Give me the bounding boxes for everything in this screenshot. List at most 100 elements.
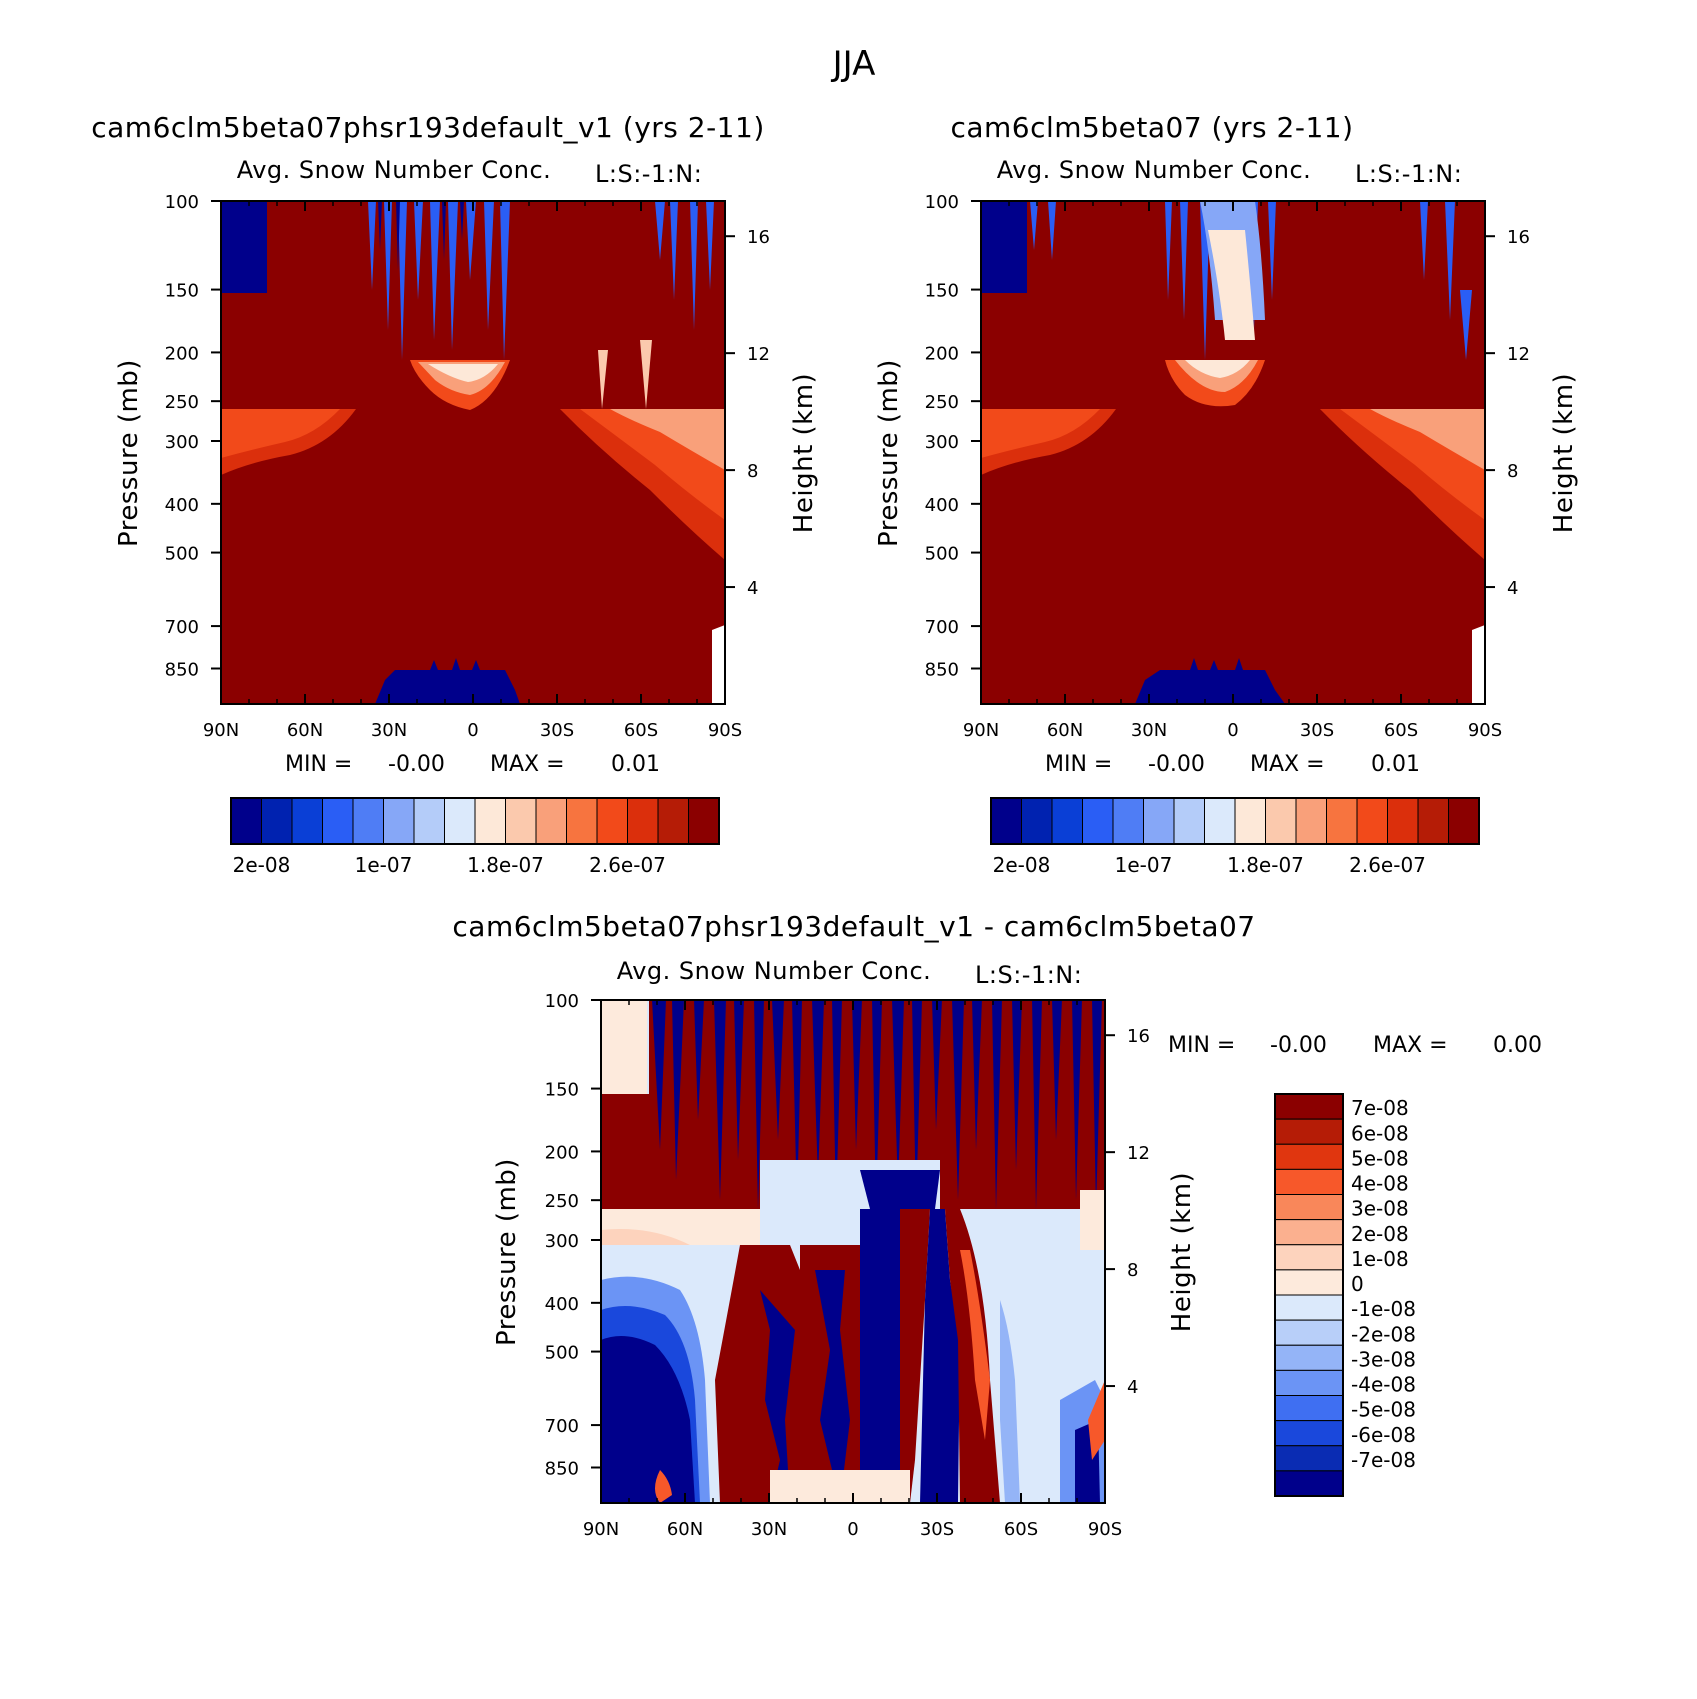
panel-control-y-tick-label: 850 [925, 659, 959, 680]
panel-test-y-right-axis-label: Height (km) [789, 373, 819, 533]
panel-control-colorbar: 2e-08 1e-07 1.8e-07 2.6e-07 [990, 797, 1480, 877]
panel-test-colorbar-swatch [444, 797, 476, 845]
panel-test-colorbar-swatch [352, 797, 384, 845]
panel-test-max-value: 0.01 [611, 752, 660, 777]
panel-diff-y-right-tick-label: 12 [1127, 1143, 1150, 1164]
panel-test-colorbar-swatch [230, 797, 262, 845]
panel-control-y-tick-label: 250 [925, 392, 959, 413]
panel-control-colorbar-label: 2e-08 [993, 853, 1051, 877]
panel-diff-colorbar-label: -3e-08 [1351, 1347, 1416, 1371]
panel-diff-y-tick-label: 100 [545, 991, 579, 1012]
panel-diff-colorbar-swatch [1274, 1420, 1344, 1447]
panel-diff-y-tick-label: 500 [545, 1343, 579, 1364]
panel-control: cam6clm5beta07 (yrs 2-11) Avg. Snow Numb… [874, 111, 1579, 877]
panel-diff-variable-title: Avg. Snow Number Conc. [617, 957, 932, 985]
panel-test-colorbar-swatch [535, 797, 567, 845]
panel-control-case-title: cam6clm5beta07 (yrs 2-11) [950, 111, 1353, 144]
panel-control-colorbar-swatch [1417, 797, 1449, 845]
panel-test-y-tick-label: 700 [165, 617, 199, 638]
panel-test-colorbar: 2e-08 1e-07 1.8e-07 2.6e-07 [230, 797, 720, 877]
panel-diff-colorbar-swatch [1274, 1143, 1344, 1170]
panel-control-y-tick-label: 500 [925, 544, 959, 565]
panel-control-y-tick-label: 100 [925, 192, 959, 213]
panel-test-y-tick-label: 300 [165, 432, 199, 453]
panel-control-colorbar-swatch [1326, 797, 1358, 845]
panel-diff-colorbar-label: 4e-08 [1351, 1172, 1409, 1196]
panel-test-colorbar-swatch [261, 797, 293, 845]
panel-test-x-tick-label: 0 [467, 720, 478, 741]
panel-test-max-label: MAX = [490, 752, 565, 777]
panel-diff-colorbar-swatch [1274, 1319, 1344, 1346]
panel-diff-colorbar-swatch [1274, 1470, 1344, 1497]
panel-control-min-label: MIN = [1045, 752, 1112, 777]
panel-test-colorbar-label: 1e-07 [355, 853, 413, 877]
panel-control-colorbar-swatch [1173, 797, 1205, 845]
panel-control-max-label: MAX = [1250, 752, 1325, 777]
panel-control-variable-title: Avg. Snow Number Conc. [997, 156, 1312, 184]
panel-diff-min-label: MIN = [1168, 1033, 1235, 1058]
panel-control-colorbar-swatch [1112, 797, 1144, 845]
panel-test-x-tick-label: 90S [708, 720, 742, 741]
panel-diff-contour-field [601, 1000, 1105, 1503]
panel-diff-colorbar-label: 5e-08 [1351, 1146, 1409, 1170]
panel-diff-colorbar: 7e-086e-085e-084e-083e-082e-081e-080-1e-… [1274, 1093, 1416, 1497]
panel-diff-colorbar-swatch [1274, 1118, 1344, 1145]
panel-test-variable-title: Avg. Snow Number Conc. [237, 156, 552, 184]
panel-control-colorbar-swatch [1021, 797, 1053, 845]
panel-diff-colorbar-label: -6e-08 [1351, 1423, 1416, 1447]
panel-test-contour-field [221, 201, 725, 704]
panel-diff-colorbar-swatch [1274, 1344, 1344, 1371]
panel-test-right-string: L:S:-1:N: [595, 160, 702, 188]
panel-control-y-right-tick-label: 16 [1507, 227, 1530, 248]
panel-test-colorbar-label: 2.6e-07 [589, 853, 666, 877]
panel-control-y-tick-label: 400 [925, 495, 959, 516]
panel-test-colorbar-swatch [657, 797, 689, 845]
panel-diff-colorbar-swatch [1274, 1294, 1344, 1321]
panel-test-x-tick-label: 60N [287, 720, 323, 741]
panel-test-colorbar-swatch [383, 797, 415, 845]
panel-diff-x-tick-label: 0 [847, 1519, 858, 1540]
panel-test-x-tick-label: 60S [624, 720, 658, 741]
panel-diff-x-tick-label: 60N [667, 1519, 703, 1540]
panel-test-y-right-tick-label: 4 [747, 578, 758, 599]
panel-diff-y-axis-label: Pressure (mb) [492, 1158, 522, 1346]
panel-test-colorbar-swatch [596, 797, 628, 845]
panel-test-colorbar-swatch [413, 797, 445, 845]
panel-test-colorbar-swatch [566, 797, 598, 845]
panel-diff-colorbar-swatch [1274, 1219, 1344, 1246]
panel-control-y-right-tick-label: 8 [1507, 461, 1518, 482]
panel-control-x-tick-label: 60N [1047, 720, 1083, 741]
panel-control-y-right-tick-label: 4 [1507, 578, 1518, 599]
panel-test-y-tick-label: 500 [165, 544, 199, 565]
panel-diff-y-right-tick-label: 8 [1127, 1260, 1138, 1281]
panel-test-colorbar-frame [230, 797, 720, 845]
panel-test-y-axis-label: Pressure (mb) [114, 359, 144, 547]
panel-test-colorbar-swatch [627, 797, 659, 845]
panel-diff-y-tick-label: 150 [545, 1080, 579, 1101]
panel-diff-colorbar-frame [1274, 1093, 1344, 1497]
panel-diff-x-tick-label: 30N [751, 1519, 787, 1540]
panel-control-colorbar-swatch [1234, 797, 1266, 845]
panel-diff-y-tick-label: 400 [545, 1294, 579, 1315]
panel-control-max-value: 0.01 [1371, 752, 1420, 777]
panel-test-colorbar-label: 1.8e-07 [467, 853, 544, 877]
panel-test-y-right-tick-label: 12 [747, 344, 770, 365]
panel-diff-colorbar-label: -1e-08 [1351, 1297, 1416, 1321]
panel-diff-colorbar-swatch [1274, 1168, 1344, 1195]
panel-test-colorbar-swatch [474, 797, 506, 845]
panel-control-colorbar-swatch [1265, 797, 1297, 845]
panel-test: cam6clm5beta07phsr193default_v1 (yrs 2-1… [91, 111, 819, 877]
panel-diff-colorbar-label: -4e-08 [1351, 1373, 1416, 1397]
panel-test-min-value: -0.00 [388, 752, 445, 777]
panel-test-min-label: MIN = [285, 752, 352, 777]
panel-test-colorbar-swatch [291, 797, 323, 845]
panel-test-colorbar-label: 2e-08 [233, 853, 291, 877]
panel-diff-colorbar-label: 6e-08 [1351, 1121, 1409, 1145]
panel-diff-max-value: 0.00 [1493, 1033, 1542, 1058]
panel-control-colorbar-swatch [990, 797, 1022, 845]
panel-diff-colorbar-label: 1e-08 [1351, 1247, 1409, 1271]
panel-diff-colorbar-label: 2e-08 [1351, 1222, 1409, 1246]
panel-control-contour-field [981, 201, 1485, 704]
panel-diff: cam6clm5beta07phsr193default_v1 - cam6cl… [452, 910, 1542, 1540]
